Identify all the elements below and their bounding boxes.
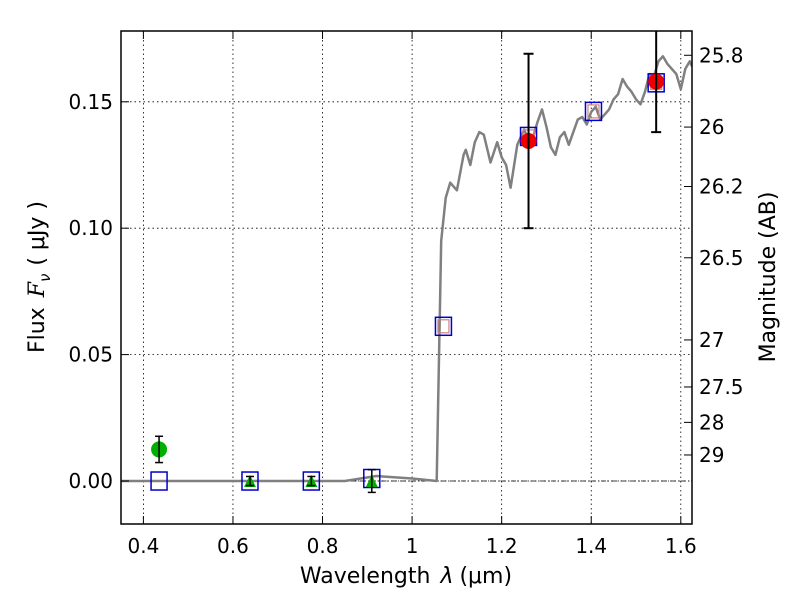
mag-tick-label: 26.2 (699, 174, 744, 198)
model-point (302, 471, 321, 491)
mag-tick-label: 29 (699, 443, 724, 467)
model-point (150, 471, 168, 491)
y-axis-flux-subscript: ν (36, 274, 54, 282)
y-tick-label: 0.00 (68, 469, 113, 493)
y2-axis-title: Magnitude (AB) (756, 192, 781, 363)
mag-tick-label: 27.5 (699, 375, 744, 399)
y-tick-label: 0.15 (68, 90, 113, 114)
x-tick-label: 1.6 (665, 534, 697, 558)
y-axis-flux-symbol: F (25, 281, 50, 298)
y-axis-title: Flux Fν ( μJy ) (25, 201, 54, 353)
axis-ticks: 0.4 0.6 0.8 1 1.2 1.4 1.6 0.00 0.05 0.10 0.15 25.8 2… (68, 31, 744, 558)
errorbar-layer (155, 31, 662, 494)
mag-tick-label: 26.5 (699, 246, 744, 270)
model-point (434, 316, 453, 337)
model-point (584, 101, 603, 122)
x-axis-title: Wavelength λ (μm) (300, 564, 512, 589)
y-tick-label: 0.10 (68, 216, 113, 240)
grid-lines (121, 31, 692, 524)
model-point (241, 471, 259, 491)
mag-tick-label: 28 (699, 410, 724, 434)
x-axis-title-prefix: Wavelength (300, 564, 431, 589)
plot-frame (120, 30, 693, 525)
mag-tick-label: 26 (699, 115, 724, 139)
mag-tick-label: 27 (699, 328, 724, 352)
model-point-inner (587, 104, 600, 119)
x-tick-label: 0.8 (307, 534, 339, 558)
y-axis-unit: ( μJy ) (25, 201, 50, 266)
x-axis-unit: (μm) (459, 564, 512, 589)
x-tick-label: 1 (406, 534, 419, 558)
x-tick-label: 0.6 (217, 534, 249, 558)
plot-background (121, 31, 692, 524)
x-tick-label: 0.4 (127, 534, 159, 558)
x-tick-label: 1.4 (575, 534, 607, 558)
x-tick-label: 1.2 (486, 534, 518, 558)
model-point-inner (437, 319, 450, 334)
mag-tick-label: 25.8 (699, 43, 744, 67)
y-axis-title-prefix: Flux (25, 307, 50, 353)
y-tick-label: 0.05 (68, 343, 113, 367)
x-axis-lambda-symbol: λ (439, 564, 453, 589)
